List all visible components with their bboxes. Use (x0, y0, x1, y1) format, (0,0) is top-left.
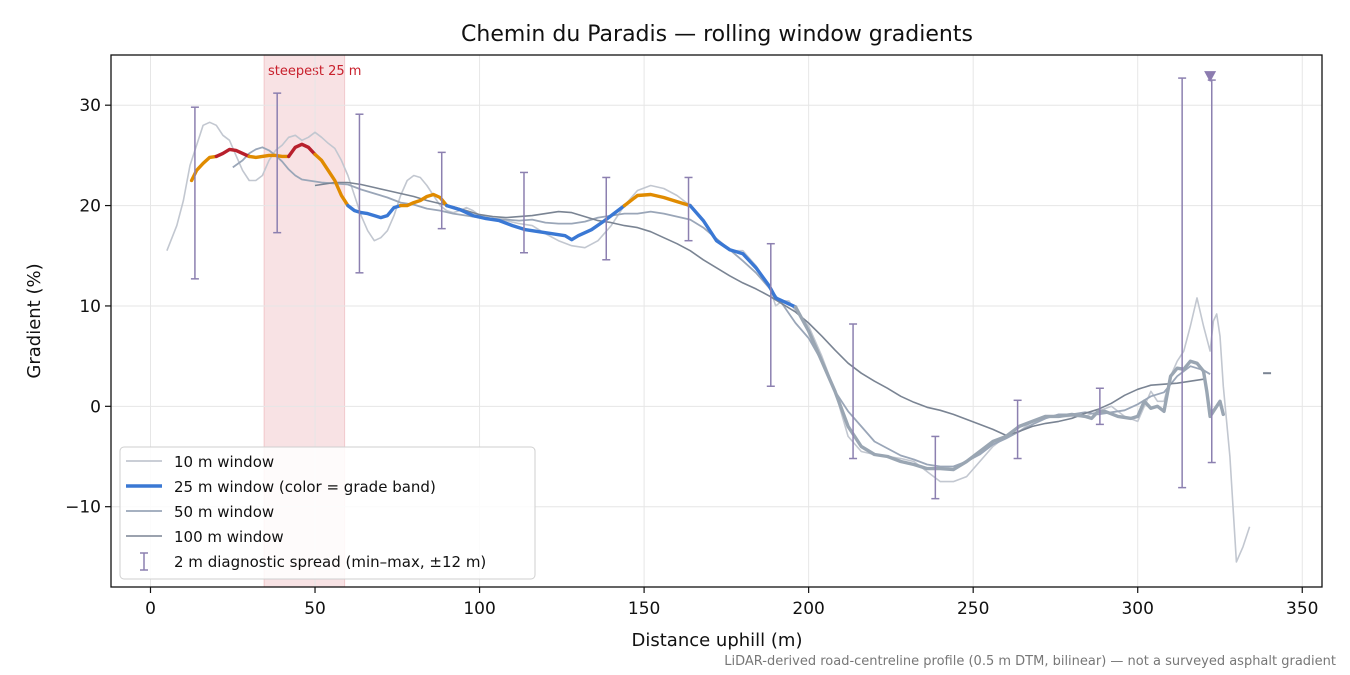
legend-label-25m: 25 m window (color = grade band) (174, 478, 436, 496)
legend-label-100m: 100 m window (174, 528, 284, 546)
series-layer (166, 121, 1251, 563)
legend-label-10m: 10 m window (174, 453, 274, 471)
footnote: LiDAR-derived road-centreline profile (0… (724, 654, 1336, 669)
series-line-25m-grey (793, 305, 1226, 472)
series-line-25m-red (287, 142, 317, 159)
y-tick-label: 0 (90, 397, 101, 417)
x-tick-label: 150 (628, 599, 660, 619)
x-tick-label: 0 (145, 599, 156, 619)
y-tick-label: −10 (65, 498, 101, 518)
x-tick-label: 300 (1121, 599, 1153, 619)
series-line-25m-blue (688, 203, 798, 309)
series-line-25m-blue (445, 203, 627, 242)
series-line-25m-orange (398, 192, 449, 208)
legend-box (119, 446, 536, 580)
y-tick-label: 30 (79, 96, 101, 116)
legend: 10 m window 25 m window (color = grade b… (119, 446, 536, 580)
plot-frame (110, 54, 1323, 588)
x-tick-label: 200 (792, 599, 824, 619)
series-line-25m-blue (346, 203, 403, 220)
y-tick-label: 10 (79, 297, 101, 317)
chart-title: Chemin du Paradis — rolling window gradi… (461, 22, 973, 47)
axis-layer: 0 50 100 150 200 250 300 350 −10 0 10 20 30 (65, 96, 1318, 619)
errorbar-layer (190, 77, 1216, 500)
x-tick-label: 350 (1286, 599, 1318, 619)
series-line-50m (232, 146, 1211, 468)
legend-keys (126, 460, 162, 571)
series-line-25m-orange (313, 152, 350, 208)
series-line-25m-red (214, 147, 251, 159)
series-line-25m-orange (622, 192, 692, 208)
peak-marker (1204, 71, 1217, 83)
grid-layer (111, 55, 1322, 587)
x-tick-label: 50 (304, 599, 326, 619)
marker-layer (1204, 71, 1272, 375)
x-axis-label: Distance uphill (m) (632, 630, 803, 651)
x-tick-label: 250 (957, 599, 989, 619)
y-tick-label: 20 (79, 197, 101, 217)
series-line-25m-orange (247, 153, 291, 160)
x-tick-label: 100 (463, 599, 495, 619)
legend-label-spread: 2 m diagnostic spread (min–max, ±12 m) (174, 553, 486, 571)
y-axis-label: Gradient (%) (24, 263, 45, 378)
legend-label-50m: 50 m window (174, 503, 274, 521)
